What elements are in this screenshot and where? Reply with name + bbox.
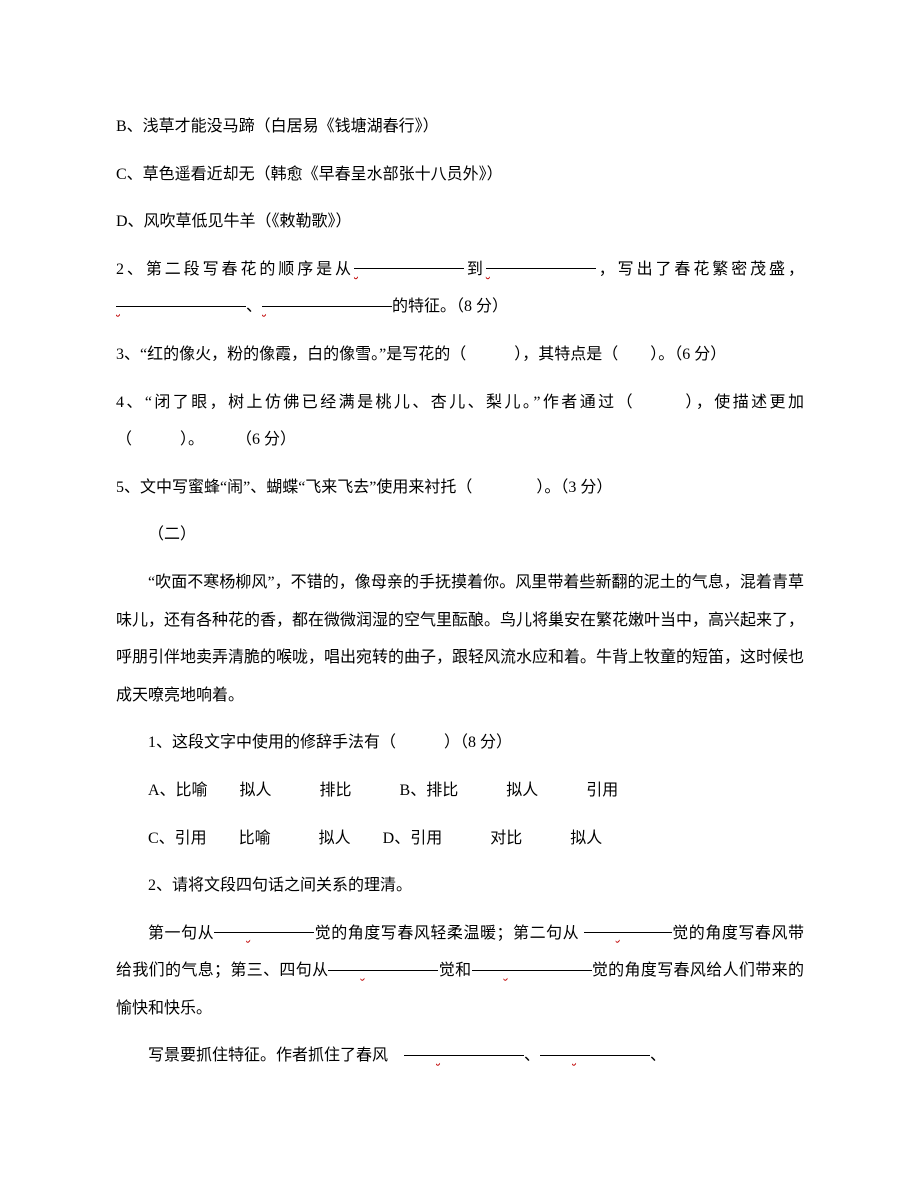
q2-part-b: 到 [464,261,486,278]
blank-fill[interactable] [486,251,596,270]
p1-text: 1、这段文字中使用的修辞手法有（ ）（8 分） [148,734,512,751]
p2b: 觉的角度写春风轻柔温暖；第二句从 [314,925,584,942]
p2a: 第一句从 [148,925,214,942]
passage-text: “吹面不寒杨柳风”，不错的，像母亲的手抚摸着你。风里带着些新翻的泥土的气息，混着… [116,564,804,714]
option-d: D、风吹草低见牛羊（《敕勒歌》） [116,203,804,241]
document-page: B、浅草才能没马蹄（白居易《钱塘湖春行》） C、草色遥看近却无（韩愈《早春呈水部… [0,0,920,1192]
p3c: 、 [650,1047,666,1064]
p1A-text: A、比喻 拟人 排比 B、排比 拟人 引用 [148,782,618,799]
blank-fill[interactable] [262,288,392,307]
q2-part-d: 、 [246,298,262,315]
sec2-text: （二） [148,526,196,543]
passage-q1: 1、这段文字中使用的修辞手法有（ ）（8 分） [116,724,804,762]
p1C-text: C、引用 比喻 拟人 D、引用 对比 拟人 [148,830,602,847]
option-d-text: D、风吹草低见牛羊（《敕勒歌》） [116,213,352,230]
section-two-heading: （二） [116,516,804,554]
option-b: B、浅草才能没马蹄（白居易《钱塘湖春行》） [116,108,804,146]
blank-fill[interactable] [472,952,592,971]
passage-q2-body: 第一句从 觉的角度写春风轻柔温暖；第二句从 觉的角度写春风带给我们的气息；第三、… [116,915,804,1028]
question-4: 4、“闭了眼，树上仿佛已经满是桃儿、杏儿、梨儿。”作者通过（ ），使描述更加（ … [116,384,804,459]
blank-fill[interactable] [354,251,464,270]
blank-fill[interactable] [404,1037,524,1056]
q3-text: 3、“红的像火，粉的像霞，白的像雪。”是写花的（ ），其特点是（ ）。（6 分） [116,346,726,363]
blank-fill[interactable] [328,952,438,971]
q4-text: 4、“闭了眼，树上仿佛已经满是桃儿、杏儿、梨儿。”作者通过（ ），使描述更加（ … [116,394,804,449]
q2-part-c: ，写出了春花繁密茂盛， [596,261,804,278]
option-c: C、草色遥看近却无（韩愈《早春呈水部张十八员外》） [116,156,804,194]
passage-q2: 2、请将文段四句话之间关系的理清。 [116,867,804,905]
question-2: 2、第二段写春花的顺序是从 到 ，写出了春花繁密茂盛， 、 的特征。（8 分） [116,251,804,326]
q5-text: 5、文中写蜜蜂“闹”、蝴蝶“飞来飞去”使用来衬托（ ）。（3 分） [116,479,612,496]
q2-part-e: 的特征。（8 分） [392,298,508,315]
passage-q3: 写景要抓住特征。作者抓住了春风 、 、 [116,1037,804,1075]
option-b-text: B、浅草才能没马蹄（白居易《钱塘湖春行》） [116,118,439,135]
p2d: 觉和 [438,962,471,979]
blank-fill[interactable] [116,288,246,307]
p3b: 、 [524,1047,540,1064]
p2-text: 2、请将文段四句话之间关系的理清。 [148,877,412,894]
question-5: 5、文中写蜜蜂“闹”、蝴蝶“飞来飞去”使用来衬托（ ）。（3 分） [116,469,804,507]
p3a: 写景要抓住特征。作者抓住了春风 [148,1047,404,1064]
blank-fill[interactable] [214,915,314,934]
q2-part-a: 2、第二段写春花的顺序是从 [116,261,354,278]
blank-fill[interactable] [584,915,672,934]
passage-q1-row-ab: A、比喻 拟人 排比 B、排比 拟人 引用 [116,772,804,810]
blank-fill[interactable] [540,1037,650,1056]
passage-q1-row-cd: C、引用 比喻 拟人 D、引用 对比 拟人 [116,820,804,858]
option-c-text: C、草色遥看近却无（韩愈《早春呈水部张十八员外》） [116,166,503,183]
question-3: 3、“红的像火，粉的像霞，白的像雪。”是写花的（ ），其特点是（ ）。（6 分） [116,336,804,374]
passage-body: “吹面不寒杨柳风”，不错的，像母亲的手抚摸着你。风里带着些新翻的泥土的气息，混着… [116,574,804,704]
